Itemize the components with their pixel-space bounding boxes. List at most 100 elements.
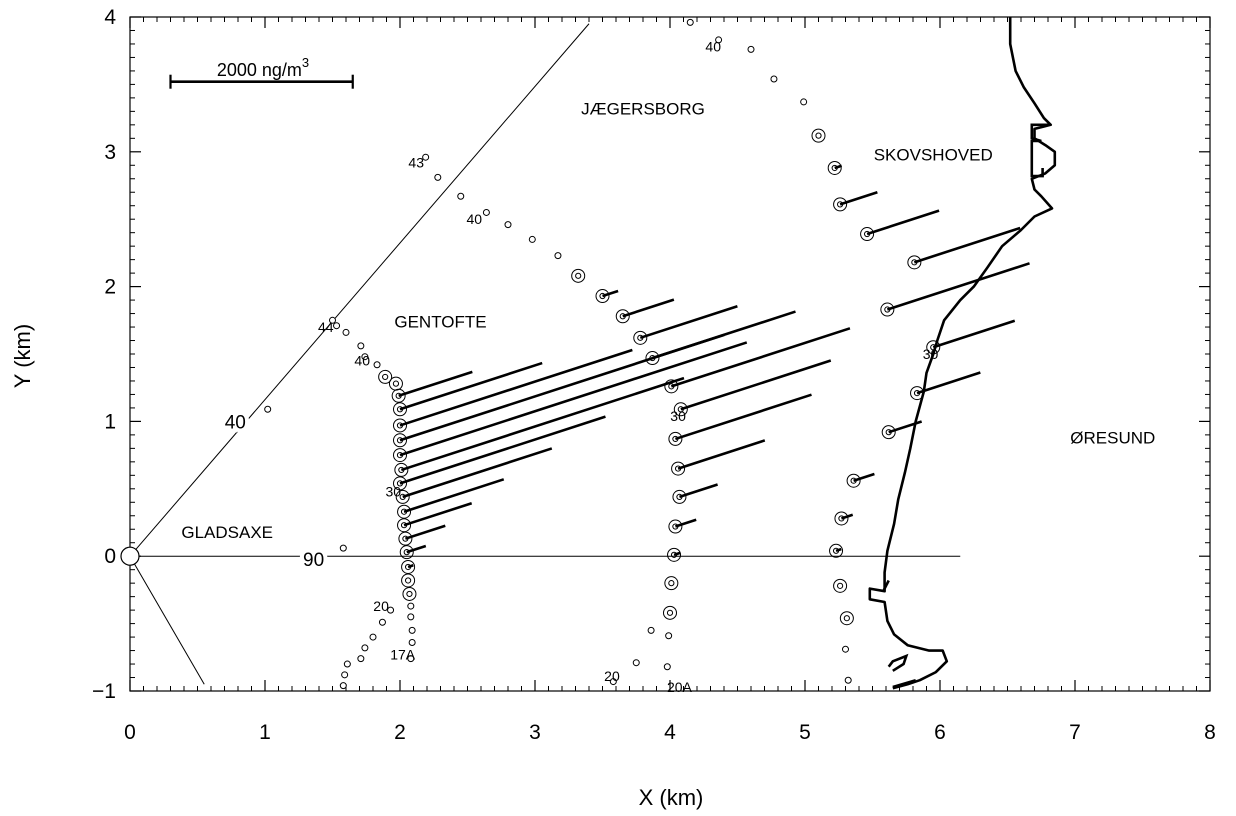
station-ring	[401, 559, 416, 574]
station-ring	[378, 369, 393, 384]
wind-direction-rays	[120, 23, 961, 685]
station-ring	[839, 611, 854, 626]
concentration-vector	[403, 501, 473, 527]
station-dot	[396, 452, 404, 459]
station-point	[264, 405, 272, 413]
station-dot	[396, 437, 404, 444]
station-dot	[672, 435, 679, 443]
station-dot	[670, 551, 678, 558]
station-label: 40	[705, 39, 721, 55]
x-tick-label: 3	[529, 721, 541, 744]
station-point	[378, 618, 386, 626]
station-ring	[399, 545, 414, 560]
concentration-vector	[841, 513, 854, 520]
station-ring	[880, 302, 895, 317]
station-ring	[671, 461, 686, 476]
station-dot	[668, 580, 675, 587]
station-point	[407, 602, 415, 610]
station-dot	[838, 515, 845, 522]
x-tick-label: 6	[934, 721, 946, 744]
concentration-vector	[402, 447, 553, 499]
station-label: 40	[466, 211, 482, 227]
region-label: ØRESUND	[1070, 429, 1155, 448]
station-point	[329, 316, 336, 324]
station-ring	[663, 605, 677, 620]
jetty-tail-path	[892, 678, 917, 689]
concentration-vector	[913, 226, 1021, 264]
station-dot	[832, 547, 840, 554]
station-dot	[402, 535, 409, 542]
y-axis-title: Y (km)	[10, 324, 35, 388]
station-dot	[599, 292, 606, 300]
station-ring	[664, 379, 679, 394]
station-point	[407, 655, 415, 663]
station-ring	[401, 573, 416, 588]
station-label: 20	[373, 598, 389, 614]
station-point	[747, 45, 755, 53]
station-ring	[645, 351, 660, 366]
station-dot	[676, 493, 683, 500]
station-ring	[633, 330, 648, 345]
station-ring	[398, 531, 413, 546]
x-tick-label: 2	[394, 721, 406, 744]
station-ring	[571, 268, 586, 283]
station-dot	[815, 132, 822, 139]
station-ring	[860, 227, 875, 242]
station-label: 43	[408, 155, 424, 171]
concentration-vector	[670, 327, 851, 388]
station-point	[800, 98, 808, 106]
station-point	[341, 671, 349, 679]
station-ring	[393, 402, 407, 417]
concentration-vector	[398, 370, 473, 398]
station-ring	[910, 386, 925, 401]
concentration-vector	[622, 298, 675, 318]
station-point	[554, 252, 562, 260]
station-dot	[396, 480, 404, 487]
concentration-vectors	[398, 164, 1030, 569]
station-point	[342, 328, 350, 336]
station-point	[333, 322, 341, 330]
x-axis-title: X (km)	[639, 785, 704, 810]
station-ring	[667, 547, 682, 562]
coastline-path	[868, 17, 1057, 690]
station-dot	[406, 590, 413, 598]
station-ring	[881, 425, 896, 440]
station-dot	[619, 313, 626, 320]
concentration-vector	[652, 310, 796, 360]
station-ring	[811, 128, 826, 143]
station-label: 30	[670, 408, 686, 424]
concentration-vector	[888, 420, 923, 434]
station-dot	[831, 164, 838, 172]
station-ring	[834, 511, 849, 526]
station-dot	[884, 306, 891, 313]
concentration-vector	[399, 348, 633, 427]
region-label: SKOVSHOVED	[874, 145, 993, 164]
station-point	[343, 660, 351, 668]
station-dot	[850, 477, 857, 484]
ray-label: 40	[225, 412, 246, 433]
station-ring	[393, 476, 407, 491]
station-point	[361, 353, 369, 361]
station-point	[457, 192, 465, 200]
station-label: 20	[604, 668, 620, 684]
station-dot	[649, 354, 656, 362]
station-dot	[575, 272, 582, 279]
station-ring	[393, 433, 407, 448]
station-dot	[403, 549, 410, 556]
concentration-vector	[403, 478, 505, 513]
harbour-path	[1030, 123, 1050, 178]
station-ring	[394, 462, 409, 477]
station-dot	[913, 389, 921, 397]
concentration-vector	[866, 209, 940, 236]
station-point	[408, 638, 416, 646]
station-ring	[827, 160, 842, 175]
station-ring	[673, 402, 688, 417]
harbour-south-path	[882, 579, 890, 592]
station-dot	[677, 406, 684, 413]
station-ring	[397, 504, 412, 519]
station-ring	[664, 576, 679, 591]
station-dot	[405, 577, 412, 584]
station-dot	[382, 373, 389, 381]
station-point	[407, 613, 415, 621]
y-tick-label: 3	[104, 141, 116, 164]
